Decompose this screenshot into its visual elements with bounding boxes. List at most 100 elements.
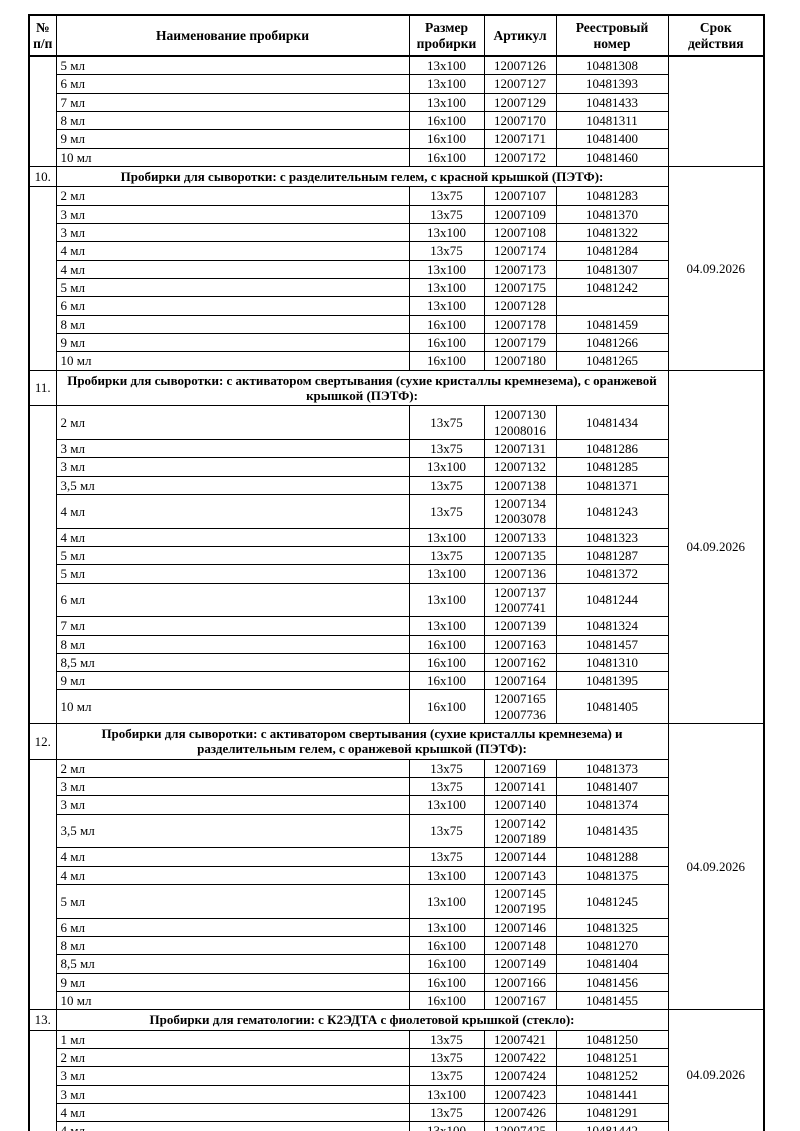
registry-number-cell: 10481288	[555, 847, 669, 867]
tube-name-cell: 4 мл	[55, 493, 410, 529]
tube-name-cell: 8 мл	[55, 314, 410, 334]
table-row: 8 мл 16x100 12007170 10481311	[29, 110, 764, 131]
article-cell: 12007108	[483, 222, 557, 243]
registry-number-cell: 10481245	[555, 884, 669, 919]
section-title-cell: Пробирки для сыворотки: с разделительным…	[55, 165, 669, 188]
registry-number-cell: 10481252	[555, 1066, 669, 1086]
article-cell: 12007145 12007195	[483, 884, 557, 919]
registry-number-cell: 10481242	[555, 277, 669, 298]
tube-size-cell: 13x100	[408, 55, 485, 76]
registry-number-cell: 10481434	[555, 405, 669, 440]
tube-name-cell: 6 мл	[55, 296, 410, 316]
column-header-article: Артикул	[483, 14, 557, 57]
tube-size-cell: 13x75	[408, 813, 485, 849]
table-row: 9 мл 16x100 12007179 10481266	[29, 332, 764, 353]
registry-number-cell: 10481400	[555, 129, 669, 149]
table-row: 4 мл 13x100 12007173 10481307	[29, 259, 764, 279]
tube-size-cell: 13x100	[408, 616, 485, 636]
table-row: 3 мл 13x75 12007131 10481286	[29, 438, 764, 459]
section-number-span-cell	[28, 186, 57, 371]
tube-size-cell: 16x100	[408, 936, 485, 956]
tube-name-cell: 4 мл	[55, 865, 410, 886]
section-header-row: 11. Пробирки для сыворотки: с активатором…	[28, 369, 765, 725]
tube-size-cell: 13x75	[408, 405, 485, 440]
tube-name-cell: 3,5 мл	[55, 475, 410, 495]
table-row: 5 мл 13x100 12007145 12007195 10481245	[29, 884, 764, 919]
tube-size-cell: 13x75	[408, 1029, 485, 1050]
tube-name-cell: 7 мл	[55, 92, 410, 112]
tube-size-cell: 13x100	[408, 457, 485, 477]
article-cell: 12007133	[483, 527, 557, 547]
registry-number-cell: 10481287	[555, 545, 669, 566]
registry-number-cell: 10481310	[555, 652, 669, 673]
registry-number-cell: 10481455	[555, 991, 669, 1011]
article-cell: 12007138	[483, 475, 557, 495]
table-header-row: № п/п Наименование пробирки Размер пробирк…	[28, 14, 765, 57]
tube-name-cell: 10 мл	[55, 147, 410, 167]
tube-name-cell: 3,5 мл	[55, 813, 410, 849]
section-number-span-cell	[28, 55, 57, 167]
column-header-size: Размер пробирки	[408, 14, 485, 57]
registry-number-cell: 10481459	[555, 314, 669, 334]
article-cell: 12007178	[483, 314, 557, 334]
tube-name-cell: 2 мл	[55, 186, 410, 206]
tube-name-cell: 3 мл	[55, 457, 410, 477]
tube-name-cell: 5 мл	[55, 564, 410, 584]
registry-number-cell: 10481370	[555, 204, 669, 224]
tube-name-cell: 4 мл	[55, 259, 410, 279]
registry-number-cell: 10481435	[555, 813, 669, 849]
registry-number-cell: 10481265	[555, 351, 669, 371]
article-cell: 12007146	[483, 917, 557, 938]
article-cell: 12007174	[483, 241, 557, 261]
registry-number-cell: 10481283	[555, 186, 669, 206]
section-number-span-cell	[28, 758, 57, 1011]
article-cell: 12007149	[483, 954, 557, 974]
tube-size-cell: 16x100	[408, 351, 485, 371]
table-row: 4 мл 13x75 12007144 10481288	[29, 847, 764, 867]
table-row: 2 мл 13x75 12007130 12008016 10481434	[28, 405, 764, 725]
tube-size-cell: 13x100	[408, 527, 485, 547]
table-row: 2 мл 13x75 12007169 10481373	[28, 758, 764, 1011]
article-cell: 12007165 12007736	[483, 689, 557, 725]
article-cell: 12007131	[483, 438, 557, 459]
table-body: 5 мл 13x100 12007126 10481308 6 мл 13x100 1200…	[28, 55, 765, 1131]
tube-size-cell: 13x100	[408, 865, 485, 886]
registry-number-cell: 10481291	[555, 1103, 669, 1123]
article-cell: 12007130 12008016	[483, 405, 557, 440]
tube-size-cell: 13x75	[408, 777, 485, 797]
tube-size-cell: 13x75	[408, 847, 485, 867]
tube-size-cell: 13x100	[408, 259, 485, 279]
table-row: 9 мл 16x100 12007171 10481400	[29, 129, 764, 149]
registry-number-cell: 10481395	[555, 671, 669, 691]
tube-name-cell: 4 мл	[55, 527, 410, 547]
registry-number-cell: 10481325	[555, 917, 669, 938]
registry-number-cell: 10481286	[555, 438, 669, 459]
article-cell: 12007175	[483, 277, 557, 298]
registry-number-cell: 10481285	[555, 457, 669, 477]
article-cell: 12007136	[483, 564, 557, 584]
table-row: 4 мл 13x75 12007174 10481284	[29, 241, 764, 261]
registry-number-cell: 10481371	[555, 475, 669, 495]
table-row: 6 мл 13x100 12007137 12007741 10481244	[29, 582, 764, 618]
table-row: 7 мл 13x100 12007129 10481433	[29, 92, 764, 112]
registry-number-cell: 10481322	[555, 222, 669, 243]
registry-number-cell: 10481270	[555, 936, 669, 956]
article-cell: 12007107	[483, 186, 557, 206]
article-cell: 12007166	[483, 972, 557, 993]
table-row: 3 мл 13x75 12007141 10481407	[29, 777, 764, 797]
tube-size-cell: 13x75	[408, 545, 485, 566]
article-cell: 12007126	[483, 55, 557, 76]
registry-number-cell: 10481393	[555, 74, 669, 94]
registry-number-cell: 10481441	[555, 1084, 669, 1105]
article-cell: 12007141	[483, 777, 557, 797]
tube-name-cell: 8 мл	[55, 936, 410, 956]
tube-size-cell: 13x100	[408, 92, 485, 112]
tube-name-cell: 8,5 мл	[55, 954, 410, 974]
article-cell: 12007422	[483, 1048, 557, 1068]
article-cell: 12007129	[483, 92, 557, 112]
tube-size-cell: 16x100	[408, 332, 485, 353]
tube-size-cell: 13x75	[408, 1048, 485, 1068]
tube-size-cell: 13x100	[408, 884, 485, 919]
validity-date-cell: 04.09.2026	[667, 369, 765, 725]
registry-number-cell: 10481308	[555, 55, 669, 76]
